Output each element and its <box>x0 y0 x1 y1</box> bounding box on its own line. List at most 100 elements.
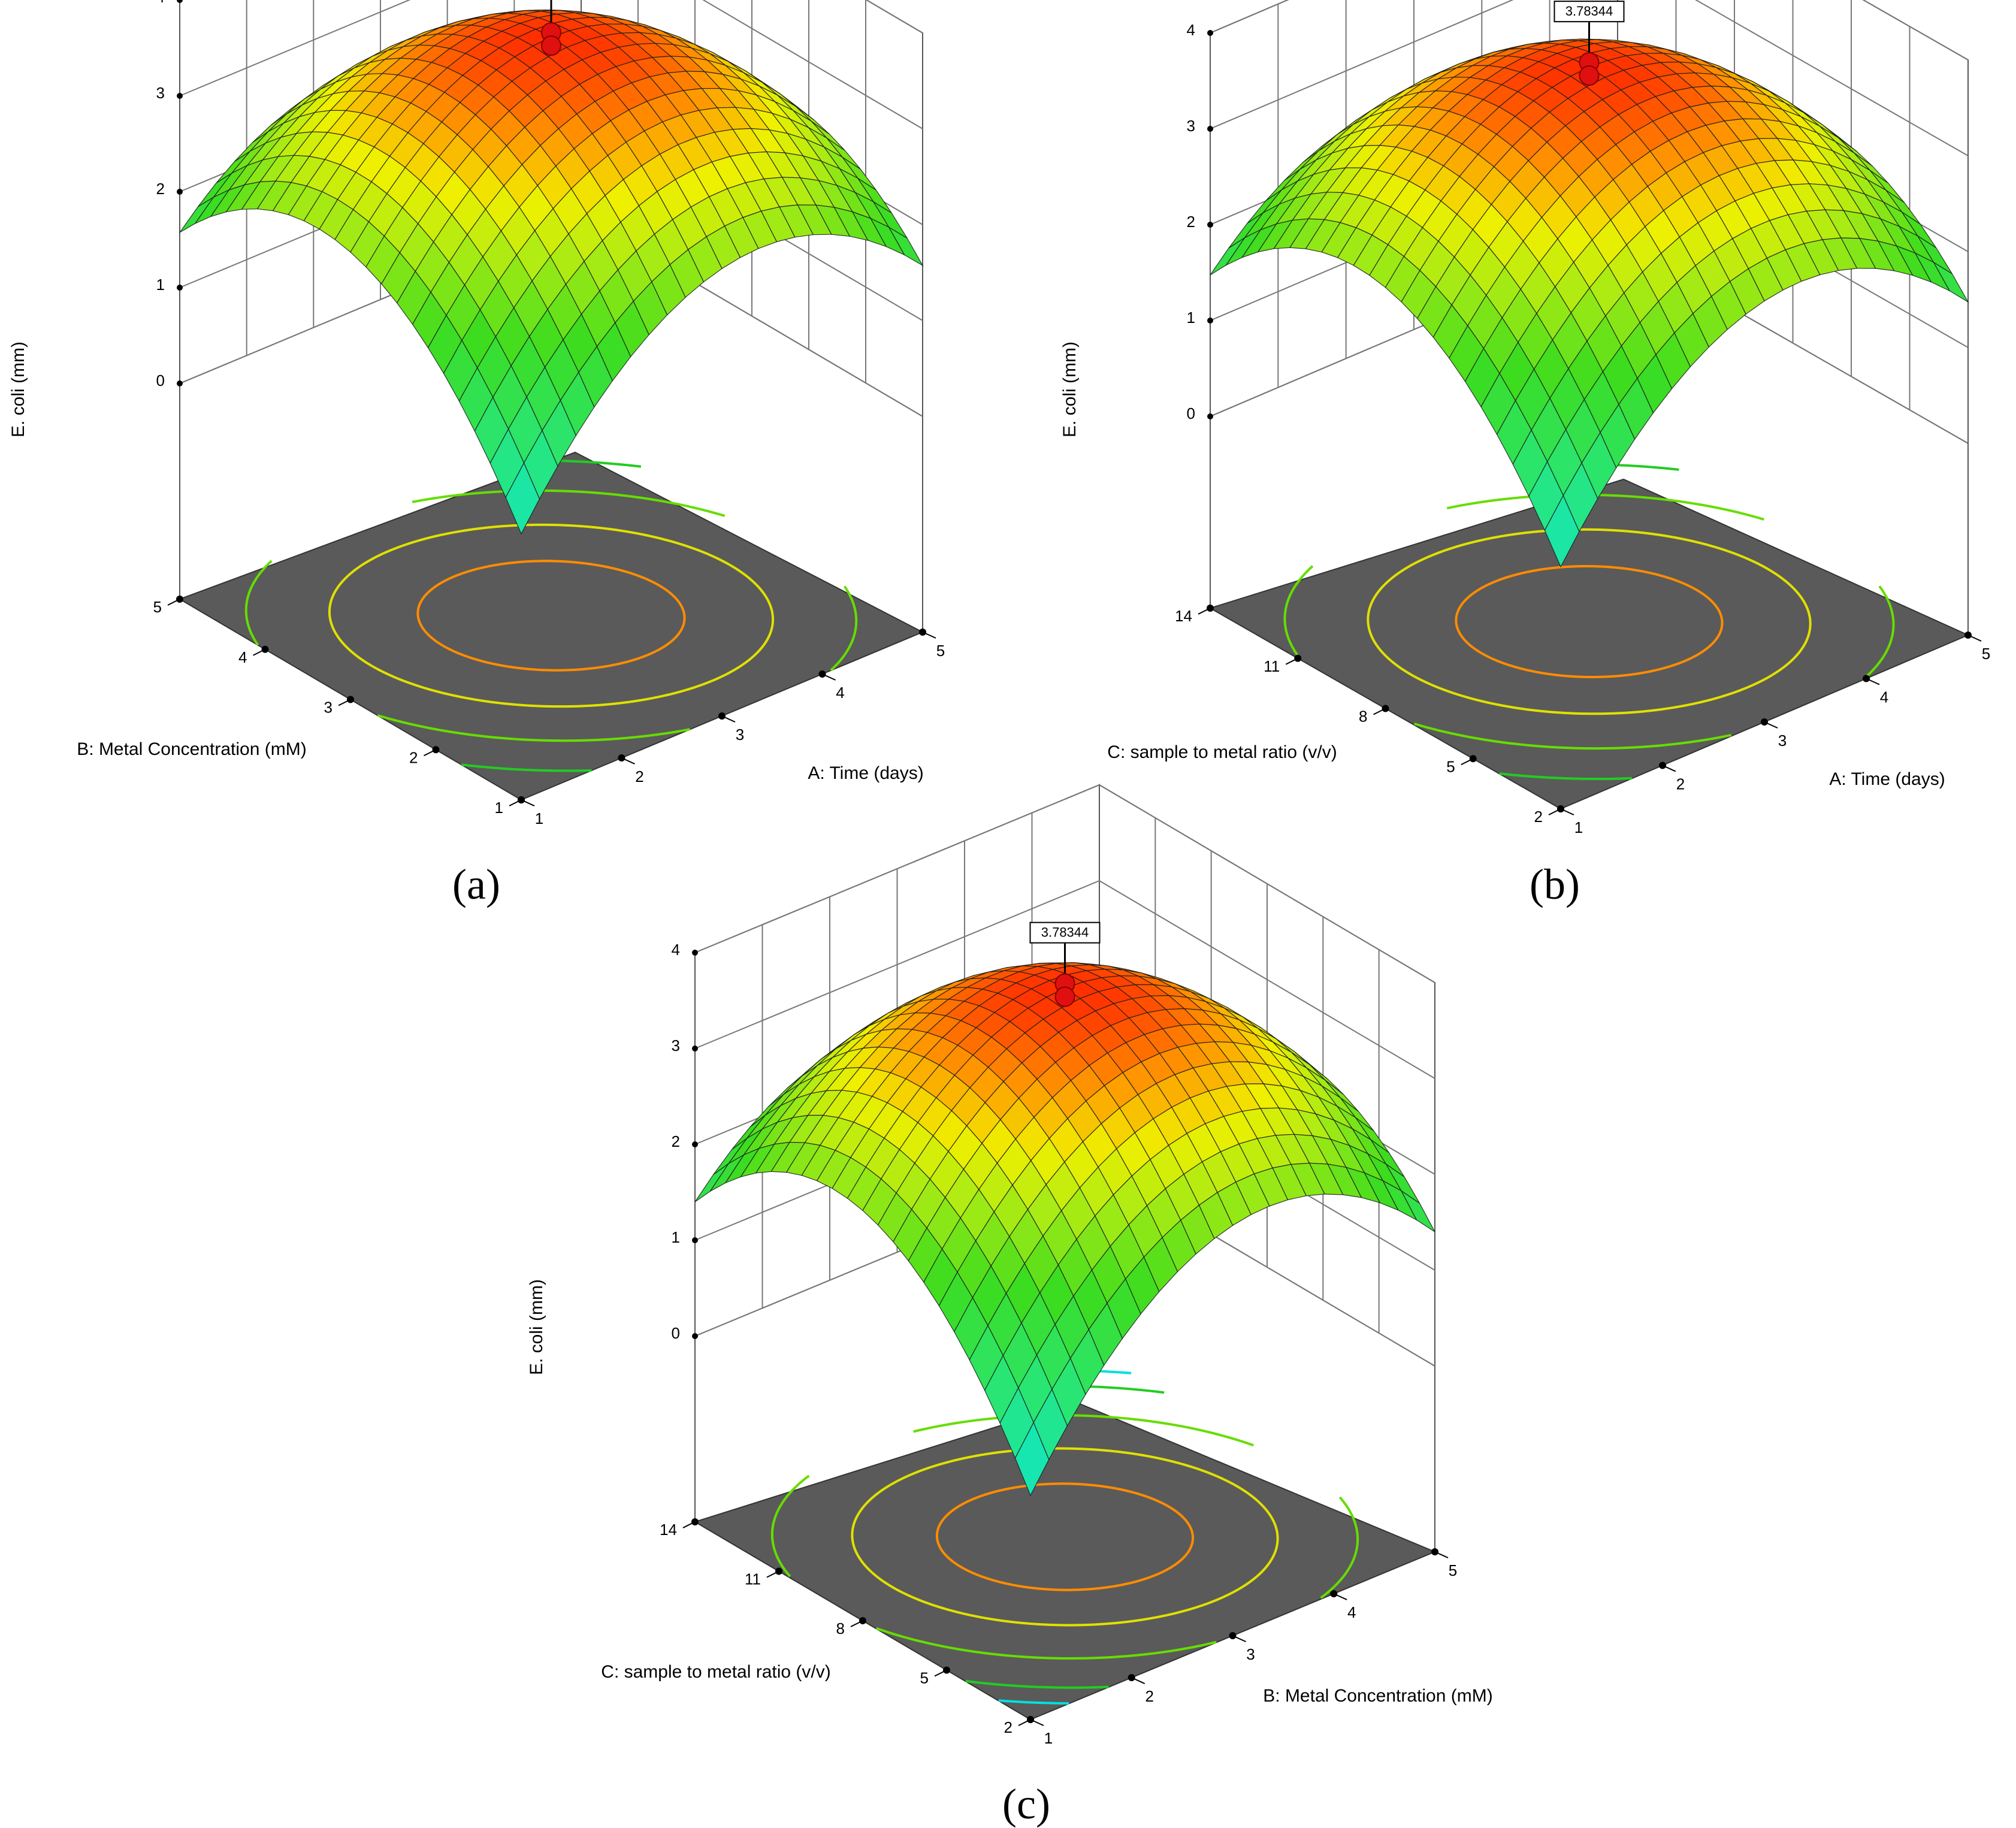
x-tick-line <box>1866 678 1880 685</box>
z-tick-mark <box>692 1046 698 1052</box>
y-axis-label: B: Metal Concentration (mM) <box>77 739 306 759</box>
contour-line <box>1446 493 1764 521</box>
x-axis-label: B: Metal Concentration (mM) <box>1263 1686 1492 1706</box>
z-tick-mark <box>177 189 183 195</box>
contour-line <box>1864 585 1895 678</box>
z-tick-mark <box>692 1141 698 1147</box>
x-tick-line <box>1434 1551 1449 1558</box>
peak-marker: 3.78344 <box>541 0 561 56</box>
wall-gridline <box>1210 0 1969 156</box>
z-tick-mark <box>1207 413 1213 419</box>
peak-label-box <box>1029 921 1101 944</box>
peak-marker: 3.78344 <box>1029 921 1101 1007</box>
contour-line <box>913 1414 1254 1447</box>
contour-line <box>1499 772 1633 781</box>
peak-label-box <box>1553 1 1625 23</box>
z-tick-label: 2 <box>156 180 165 198</box>
x-tick-line <box>721 715 736 723</box>
x-tick-label: 2 <box>1676 775 1685 793</box>
y-tick-label: 4 <box>238 648 247 666</box>
z-tick-mark <box>692 1237 698 1243</box>
x-tick-label: 3 <box>1778 732 1787 750</box>
contour-line <box>416 560 686 672</box>
z-tick-label: 3 <box>156 84 165 102</box>
y-tick-label: 5 <box>1446 757 1455 775</box>
floor-contours <box>244 459 858 772</box>
wall-gridline <box>694 880 1435 1079</box>
y-tick-line <box>1548 808 1561 815</box>
x-tick-label: 2 <box>635 768 643 785</box>
z-tick-mark <box>1207 126 1213 132</box>
z-tick-mark <box>177 93 183 99</box>
contour-floor <box>178 451 924 801</box>
caption-c: (c) <box>1002 1780 1050 1828</box>
z-tick-label: 2 <box>1187 213 1195 231</box>
x-tick-label: 5 <box>1982 645 1990 663</box>
x-tick-line <box>1333 1593 1347 1600</box>
axes: 0 1 2 3 4 E. coli (mm) 1 2 3 4 5 A: Time (days) 2 5 8 1… <box>1060 21 1990 836</box>
x-tick-line <box>1662 765 1676 772</box>
y-tick-line <box>509 799 522 806</box>
y-tick-label: 11 <box>745 1570 761 1588</box>
contour-line <box>998 1699 1069 1705</box>
y-tick-line <box>682 1521 696 1528</box>
y-tick-line <box>1198 608 1211 615</box>
x-axis-label: A: Time (days) <box>808 763 923 783</box>
y-tick-line <box>1018 1719 1031 1726</box>
z-tick-label: 1 <box>156 276 165 294</box>
contour-line <box>830 585 858 672</box>
y-axis-label: C: sample to metal ratio (v/v) <box>601 1662 830 1682</box>
x-tick-label: 3 <box>1246 1645 1255 1663</box>
y-tick-line <box>766 1570 779 1578</box>
y-tick-line <box>934 1669 947 1677</box>
axes: 0 1 2 3 4 E. coli (mm) 1 2 3 4 5 B: Metal Concentra… <box>527 941 1493 1747</box>
contour-line <box>770 1475 810 1578</box>
z-tick-label: 4 <box>156 0 165 6</box>
contour-line <box>1414 723 1732 750</box>
z-tick-label: 4 <box>1187 21 1195 39</box>
z-axis-label: E. coli (mm) <box>527 1279 546 1375</box>
surface-cell <box>1014 1421 1050 1497</box>
y-tick-line <box>1461 758 1474 766</box>
contour-line <box>1320 1496 1359 1599</box>
x-tick-label: 5 <box>1449 1561 1457 1579</box>
contour-line <box>377 714 691 742</box>
contour-line <box>244 560 273 646</box>
y-tick-label: 11 <box>1264 657 1280 675</box>
y-tick-label: 14 <box>660 1521 677 1539</box>
z-tick-label: 4 <box>672 941 680 959</box>
x-tick-label: 2 <box>1145 1687 1154 1705</box>
wall-gridline <box>179 0 923 129</box>
contour-line <box>935 1482 1195 1591</box>
z-tick-mark <box>1207 30 1213 36</box>
x-tick-label: 4 <box>1347 1603 1356 1621</box>
z-tick-mark <box>177 285 183 291</box>
x-axis-label: A: Time (days) <box>1829 769 1945 789</box>
y-tick-line <box>253 648 265 656</box>
y-tick-label: 8 <box>836 1619 845 1637</box>
x-tick-line <box>822 673 836 681</box>
y-tick-line <box>850 1620 863 1627</box>
panel-c: 3.78344 0 1 2 3 4 E. coli (mm) 1 2 3 4 5 B: Metal Co… <box>527 784 1493 1747</box>
y-tick-label: 8 <box>1359 708 1367 726</box>
contour-line <box>1455 564 1724 679</box>
x-tick-line <box>621 757 635 765</box>
surface-cell <box>1544 494 1580 568</box>
y-tick-label: 2 <box>1004 1718 1012 1736</box>
z-axis-label: E. coli (mm) <box>1060 342 1080 437</box>
peak-dot <box>1579 65 1600 86</box>
x-tick-label: 4 <box>836 684 844 702</box>
caption-b: (b) <box>1530 860 1580 908</box>
x-tick-line <box>1967 634 1982 642</box>
x-tick-line <box>922 632 936 639</box>
z-tick-mark <box>177 380 183 386</box>
y-tick-line <box>167 599 180 606</box>
z-axis-label: E. coli (mm) <box>8 342 28 437</box>
y-tick-label: 5 <box>153 598 162 616</box>
x-tick-label: 1 <box>1044 1729 1053 1747</box>
x-tick-line <box>1232 1635 1246 1642</box>
peak-dot <box>1054 986 1075 1007</box>
y-tick-line <box>338 699 351 706</box>
contour-line <box>1283 565 1314 658</box>
y-tick-label: 14 <box>1175 607 1192 625</box>
